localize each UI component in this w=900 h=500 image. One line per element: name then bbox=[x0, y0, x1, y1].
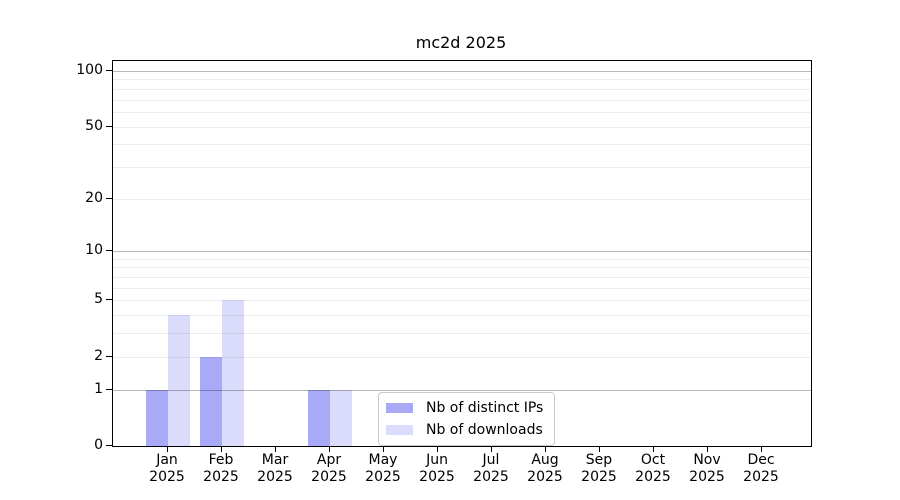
bar-downloads-feb bbox=[222, 300, 244, 446]
x-tick-label-year: 2025 bbox=[257, 469, 293, 485]
x-tick-label-month: Jun bbox=[426, 452, 448, 468]
x-tick-label-month: Dec bbox=[747, 452, 775, 468]
x-tick-label-month: May bbox=[368, 452, 398, 468]
grid-layer bbox=[113, 61, 811, 446]
x-tick-label-year: 2025 bbox=[473, 469, 509, 485]
y-tick-label: 10 bbox=[85, 242, 103, 259]
y-tick bbox=[106, 388, 112, 390]
x-tick-label-month: Jul bbox=[482, 452, 500, 468]
x-tick-label-month: Sep bbox=[585, 452, 613, 468]
x-tick-label-month: Feb bbox=[208, 452, 234, 468]
minor-gridline bbox=[113, 88, 811, 90]
minor-gridline bbox=[113, 144, 811, 146]
x-tick bbox=[707, 447, 708, 452]
x-tick bbox=[545, 447, 546, 452]
minor-gridline bbox=[113, 166, 811, 168]
y-tick bbox=[106, 70, 112, 71]
x-tick-label-year: 2025 bbox=[527, 469, 563, 485]
minor-gridline bbox=[113, 333, 811, 335]
x-tick-label-year: 2025 bbox=[581, 469, 617, 485]
bar-distinct-ips-feb bbox=[200, 356, 222, 446]
legend-label-downloads: Nb of downloads bbox=[426, 422, 543, 438]
y-tick-label: 1 bbox=[94, 380, 103, 397]
minor-gridline bbox=[113, 267, 811, 269]
x-tick-label-year: 2025 bbox=[689, 469, 725, 485]
x-tick-label-year: 2025 bbox=[635, 469, 671, 485]
bar-distinct-ips-jan bbox=[146, 389, 168, 446]
minor-gridline bbox=[113, 79, 811, 81]
minor-gridline bbox=[113, 300, 811, 302]
x-tick bbox=[491, 447, 492, 452]
minor-gridline bbox=[113, 356, 811, 358]
x-tick bbox=[761, 447, 762, 452]
x-tick-label-year: 2025 bbox=[419, 469, 455, 485]
x-tick-label-month: Oct bbox=[640, 452, 666, 468]
minor-gridline bbox=[113, 287, 811, 289]
legend: Nb of distinct IPs Nb of downloads bbox=[378, 392, 556, 446]
major-gridline bbox=[113, 251, 811, 253]
x-tick-label-month: Nov bbox=[693, 452, 721, 468]
y-tick-label: 5 bbox=[94, 291, 103, 308]
x-tick-label-month: Apr bbox=[316, 452, 342, 468]
minor-gridline bbox=[113, 126, 811, 128]
x-tick bbox=[653, 447, 654, 452]
x-tick-label-month: Jan bbox=[156, 452, 178, 468]
y-tick bbox=[106, 355, 112, 357]
bar-downloads-jan bbox=[168, 315, 190, 446]
bar-downloads-apr bbox=[330, 389, 352, 446]
major-gridline bbox=[113, 389, 811, 391]
plot-area bbox=[112, 60, 812, 447]
legend-swatch-downloads bbox=[386, 425, 413, 435]
legend-item-distinct-ips: Nb of distinct IPs bbox=[386, 398, 543, 418]
x-tick-label-year: 2025 bbox=[365, 469, 401, 485]
y-tick bbox=[106, 250, 112, 252]
minor-gridline bbox=[113, 277, 811, 279]
y-tick-label: 2 bbox=[94, 347, 103, 364]
y-tick-label: 0 bbox=[94, 437, 103, 453]
x-tick bbox=[167, 447, 168, 452]
bars-layer bbox=[113, 61, 811, 446]
y-tick bbox=[106, 125, 112, 127]
x-tick bbox=[275, 447, 276, 452]
minor-gridline bbox=[113, 198, 811, 200]
legend-item-downloads: Nb of downloads bbox=[386, 420, 543, 440]
x-tick-label-year: 2025 bbox=[311, 469, 347, 485]
minor-gridline bbox=[113, 111, 811, 113]
x-tick-label-month: Mar bbox=[261, 452, 289, 468]
minor-gridline bbox=[113, 315, 811, 317]
minor-gridline bbox=[113, 99, 811, 101]
legend-label-distinct-ips: Nb of distinct IPs bbox=[426, 400, 544, 416]
y-tick bbox=[106, 445, 112, 446]
x-tick bbox=[329, 447, 330, 452]
y-tick-label: 50 bbox=[85, 117, 103, 134]
x-tick bbox=[599, 447, 600, 452]
x-tick-label-year: 2025 bbox=[743, 469, 779, 485]
y-tick bbox=[106, 299, 112, 301]
y-tick-label: 100 bbox=[76, 62, 103, 78]
x-tick bbox=[221, 447, 222, 452]
major-gridline bbox=[113, 71, 811, 72]
y-tick bbox=[106, 197, 112, 199]
x-tick bbox=[383, 447, 384, 452]
legend-swatch-distinct-ips bbox=[386, 403, 413, 413]
x-tick-label-year: 2025 bbox=[149, 469, 185, 485]
x-tick bbox=[437, 447, 438, 452]
y-tick-label: 20 bbox=[85, 189, 103, 206]
x-tick-label-year: 2025 bbox=[203, 469, 239, 485]
bar-distinct-ips-apr bbox=[308, 389, 330, 446]
x-tick-label-month: Aug bbox=[531, 452, 559, 468]
minor-gridline bbox=[113, 258, 811, 260]
chart-title: mc2d 2025 bbox=[415, 33, 507, 52]
